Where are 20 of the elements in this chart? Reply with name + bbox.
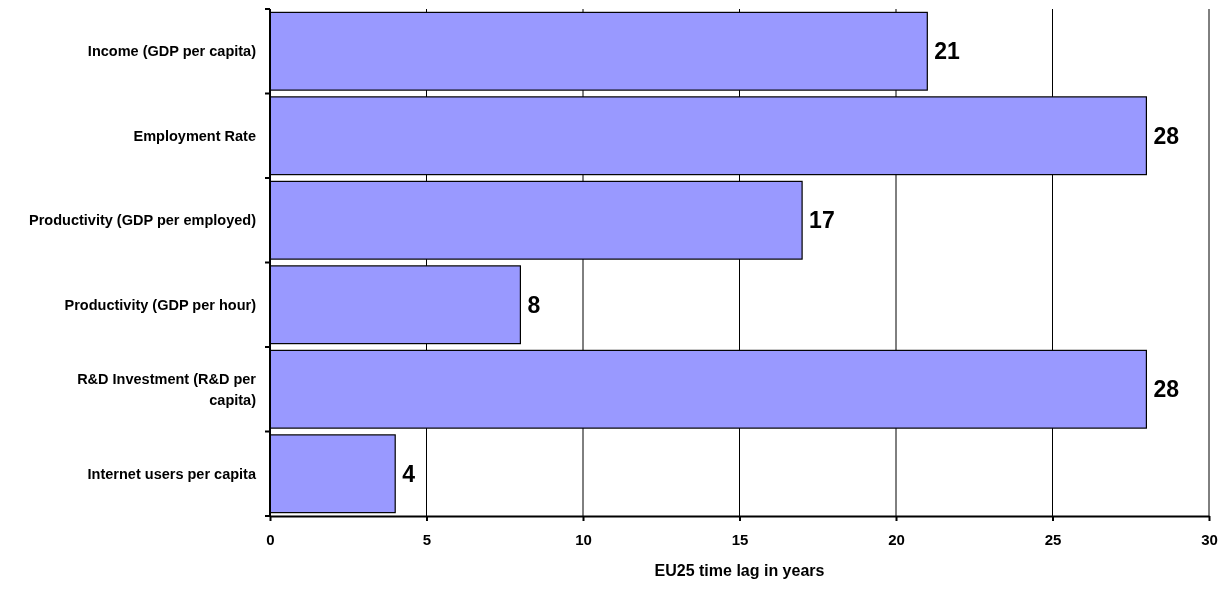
data-label: 17 bbox=[809, 207, 835, 234]
y-tick-label: Income (GDP per capita) bbox=[87, 43, 257, 60]
y-tick-label: R&D Investment (R&D per capita) bbox=[77, 370, 257, 408]
y-tick-label: Productivity (GDP per employed) bbox=[29, 212, 257, 229]
x-tick-label: 0 bbox=[266, 531, 275, 548]
data-label: 28 bbox=[1153, 122, 1180, 149]
data-label: 21 bbox=[934, 38, 961, 65]
x-tick-label: 15 bbox=[731, 531, 749, 548]
x-tick-label: 30 bbox=[1201, 531, 1218, 548]
data-label: 8 bbox=[527, 291, 541, 318]
data-label: 4 bbox=[402, 460, 416, 487]
y-tick-label: Internet users per capita bbox=[87, 465, 257, 482]
x-tick-label: 20 bbox=[888, 531, 905, 548]
y-tick-label: Employment Rate bbox=[133, 127, 256, 144]
x-axis-title: EU25 time lag in years bbox=[654, 562, 825, 579]
y-tick-label: Productivity (GDP per hour) bbox=[64, 296, 257, 313]
x-tick-label: 25 bbox=[1044, 531, 1062, 548]
x-tick-label: 10 bbox=[575, 531, 592, 548]
data-label: 28 bbox=[1153, 376, 1180, 403]
x-tick-label: 5 bbox=[422, 531, 432, 548]
